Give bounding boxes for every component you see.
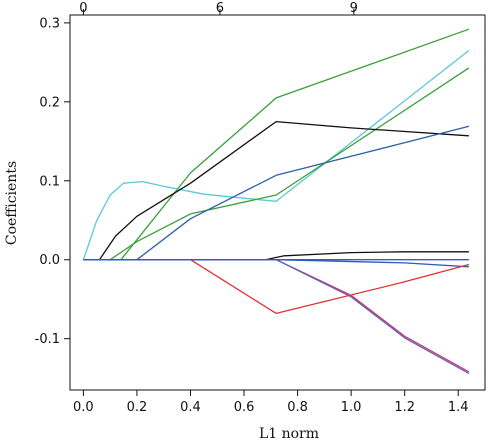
y-tick-label: 0.0 [39, 253, 60, 268]
top-axis: 0 6 9 [79, 1, 358, 16]
plot-frame [69, 14, 486, 391]
x-tick-label: 0.6 [234, 400, 255, 415]
x-axis: 0.0 0.2 0.4 0.6 0.8 1.0 1.2 1.4 [73, 390, 469, 415]
top-tick-label: 6 [216, 1, 224, 16]
series-line-2 [82, 49, 470, 260]
y-tick-label: 0.3 [39, 16, 60, 31]
y-axis: -0.1 0.0 0.1 0.2 0.3 [35, 16, 70, 347]
top-tick-label: 0 [79, 1, 87, 16]
series-line-3 [83, 67, 470, 261]
x-tick-label: 1.2 [394, 400, 415, 415]
x-tick-label: 1.0 [341, 400, 362, 415]
y-tick-label: 0.2 [39, 95, 60, 110]
series-line-10 [275, 259, 470, 374]
x-tick-label: 0.8 [287, 400, 308, 415]
series-line-1 [83, 28, 470, 261]
x-axis-title: L1 norm [259, 426, 319, 442]
y-tick-label: -0.1 [35, 332, 60, 347]
x-tick-label: 1.4 [448, 400, 469, 415]
x-tick-label: 0.4 [180, 400, 201, 415]
series-layer [82, 28, 470, 374]
y-axis-title: Coefficients [4, 161, 20, 245]
x-tick-label: 0.2 [127, 400, 148, 415]
series-line-9 [275, 259, 470, 373]
series-line-4 [83, 120, 469, 261]
top-tick-label: 9 [350, 1, 358, 16]
series-line-8 [190, 259, 470, 315]
series-line-7 [83, 259, 469, 268]
y-tick-label: 0.1 [39, 174, 60, 189]
x-tick-label: 0.0 [73, 400, 94, 415]
